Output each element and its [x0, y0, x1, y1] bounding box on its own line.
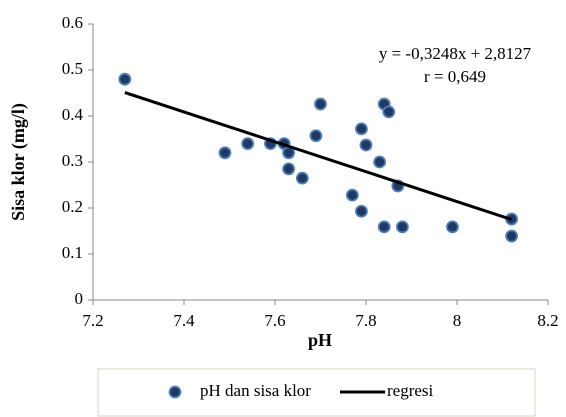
x-tick-label: 8.2 — [537, 311, 558, 330]
y-tick-label: 0.4 — [62, 105, 84, 124]
y-tick-label: 0.6 — [62, 13, 83, 32]
point — [377, 220, 391, 234]
point — [218, 146, 232, 160]
regression-line — [124, 91, 513, 221]
point — [446, 220, 459, 234]
point — [118, 72, 132, 86]
x-tick-label: 7.2 — [82, 311, 103, 330]
annotation: y = -0,3248x + 2,8127 — [379, 44, 532, 63]
y-axis-title: Sisa klor (mg/l) — [8, 103, 29, 221]
point — [309, 129, 323, 143]
y-tick-label: 0.1 — [62, 243, 83, 262]
legend-box — [97, 368, 536, 417]
point — [373, 155, 387, 169]
x-tick-label: 7.8 — [355, 311, 376, 330]
point — [355, 122, 368, 136]
y-tick-label: 0.2 — [62, 197, 83, 216]
point — [241, 137, 255, 151]
legend-marker — [168, 385, 182, 399]
point — [359, 138, 373, 152]
legend-label: regresi — [387, 381, 434, 400]
x-axis-title: pH — [308, 330, 332, 350]
point — [282, 162, 296, 176]
point — [345, 188, 359, 202]
annotation: r = 0,649 — [424, 67, 486, 86]
x-tick-label: 7.6 — [264, 311, 285, 330]
point — [395, 220, 409, 234]
point — [295, 171, 309, 185]
y-tick-label: 0.5 — [62, 59, 83, 78]
x-tick-label: 7.4 — [173, 311, 195, 330]
point — [382, 105, 396, 119]
legend-label: pH dan sisa klor — [200, 381, 311, 400]
y-tick-label: 0 — [75, 289, 84, 308]
x-tick-label: 8 — [453, 311, 462, 330]
y-tick-label: 0.3 — [62, 151, 83, 170]
point — [355, 204, 368, 218]
point — [505, 229, 519, 243]
point — [314, 97, 327, 111]
